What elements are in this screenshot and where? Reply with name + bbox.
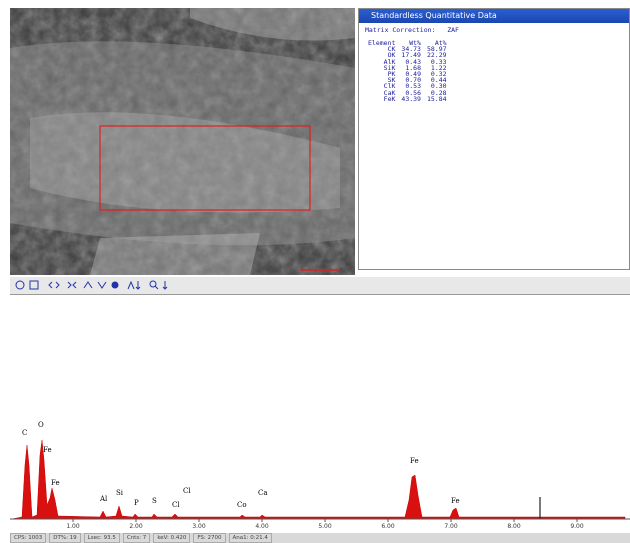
table-cell: 0.28	[430, 88, 447, 97]
table-cell: SK	[387, 76, 396, 85]
table-row: ClK 0.53 0.30	[365, 82, 450, 91]
table-cell: 0.44	[430, 76, 447, 85]
status-field: DT%: 19	[49, 533, 81, 543]
table-cell: 0.70	[405, 76, 421, 85]
table-cell: 0.33	[430, 57, 447, 66]
status-field: Ana1: 0:21.4	[228, 533, 272, 543]
x-tick-label: 6.00	[381, 523, 395, 530]
quant-window: Standardless Quantitative Data Matrix Co…	[358, 8, 630, 270]
table-cell: 0.53	[405, 82, 421, 91]
x-tick-label: 2.00	[129, 523, 143, 530]
status-field: keV: 0.420	[153, 533, 191, 543]
x-tick-label: 5.00	[318, 523, 332, 530]
table-cell: 17.49	[401, 51, 421, 60]
peak-label: O	[38, 421, 44, 429]
peak-label: Fe	[43, 446, 52, 454]
table-cell: 34.73	[401, 45, 421, 54]
peak-label: P	[134, 499, 139, 507]
table-cell: PK	[387, 70, 396, 79]
x-tick-label: 1.00	[66, 523, 80, 530]
table-cell: 0.43	[405, 57, 421, 66]
table-cell: AlK	[383, 57, 396, 66]
table-cell: 0.30	[430, 82, 447, 91]
x-tick-label: 8.00	[507, 523, 521, 530]
x-tick-label: 7.00	[444, 523, 458, 530]
x-tick-label: 3.00	[192, 523, 206, 530]
peak-label: Ca	[258, 489, 268, 497]
matrix-label: Matrix Correction:	[365, 26, 436, 34]
table-row: CK 34.73 58.97	[365, 45, 450, 54]
peak-label: Co	[237, 501, 247, 509]
table-cell: 0.32	[430, 70, 447, 79]
table-header: Wt%	[409, 39, 421, 47]
sem-image	[10, 8, 355, 275]
table-row: SiK 1.68 1.22	[365, 63, 450, 72]
table-row: FeK 43.39 15.84	[365, 94, 450, 103]
table-row: OK 17.49 22.29	[365, 51, 450, 60]
table-row: AlK 0.43 0.33	[365, 57, 450, 66]
table-header: Element	[368, 39, 396, 47]
table-cell: SiK	[383, 63, 396, 72]
peak-label: Al	[99, 495, 108, 503]
table-cell: 58.97	[426, 45, 447, 54]
table-cell: OK	[387, 51, 396, 60]
table-cell: 1.22	[430, 63, 447, 72]
table-cell: CaK	[383, 88, 396, 97]
table-cell: ClK	[383, 82, 396, 91]
table-cell: 0.56	[405, 88, 421, 97]
table-cell: 22.29	[426, 51, 447, 60]
table-cell: CK	[387, 45, 396, 54]
quant-table: Element Wt% At% CK 34.73 58.97 OK 17.49 22.29 AlK…	[365, 39, 450, 103]
peak-label: Cl	[172, 501, 180, 509]
window-title: Standardless Quantitative Data	[359, 9, 629, 23]
peak-label: Fe	[410, 457, 419, 465]
peak-label: S	[152, 497, 157, 505]
status-bar: CPS: 1003 DT%: 19 Lsec: 93.5 Cnts: 7 keV: 0.…	[10, 533, 630, 543]
status-field: FS: 2700	[193, 533, 226, 543]
status-field: Lsec: 93.5	[83, 533, 120, 543]
peak-label: Si	[116, 489, 124, 497]
quant-body: Matrix Correction: ZAF Element Wt% At% CK 34…	[359, 23, 629, 106]
table-cell: FeK	[383, 94, 396, 103]
peak-label: Fe	[51, 479, 60, 487]
table-cell: 43.39	[401, 94, 421, 103]
x-tick-label: 4.00	[255, 523, 269, 530]
toolbar	[10, 277, 630, 295]
table-row: CaK 0.56 0.28	[365, 88, 450, 97]
table-cell: 1.68	[405, 63, 421, 72]
table-row: PK 0.49 0.32	[365, 70, 450, 79]
selection-box[interactable]	[99, 125, 311, 211]
status-field: Cnts: 7	[122, 533, 151, 543]
table-header: At%	[434, 39, 447, 47]
table-cell: 0.49	[405, 70, 421, 79]
status-field: CPS: 1003	[10, 533, 47, 543]
spectrum-trace	[11, 439, 626, 520]
toolbar-icons	[15, 280, 168, 290]
peak-label: Fe	[451, 497, 460, 505]
peak-label: C	[22, 429, 27, 437]
matrix-method: ZAF	[447, 26, 459, 34]
x-tick-label: 9.00	[570, 523, 584, 530]
peak-label: Cl	[183, 487, 191, 495]
table-row: SK 0.70 0.44	[365, 76, 450, 85]
table-cell: 15.84	[426, 94, 447, 103]
